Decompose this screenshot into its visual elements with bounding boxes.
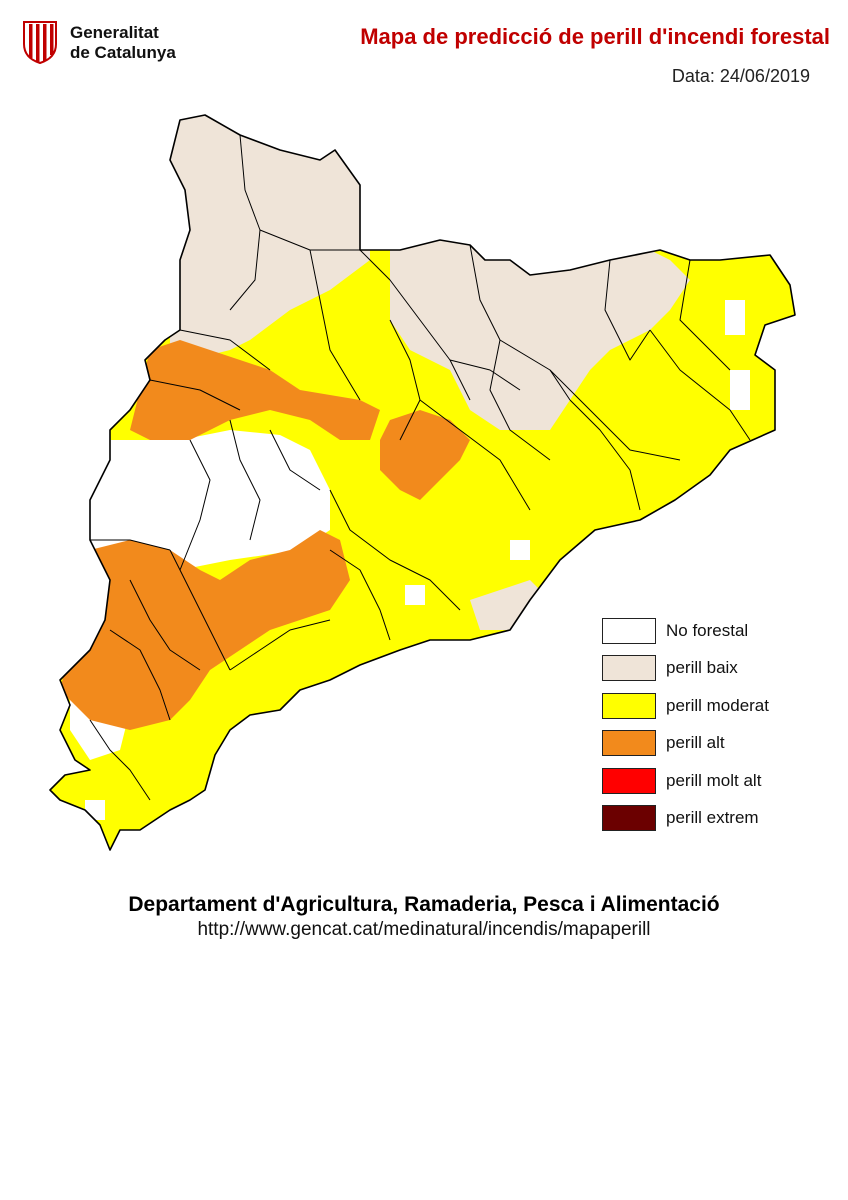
legend-label: perill extrem — [666, 808, 759, 828]
senyera-logo-icon — [23, 21, 57, 64]
logo-line-2: de Catalunya — [70, 43, 176, 62]
zone-alt-southwest — [60, 530, 350, 730]
zone-baix-northeast — [390, 240, 690, 430]
zone-no-forestal-west — [80, 430, 330, 580]
legend-swatch — [602, 692, 656, 719]
fire-risk-map — [49, 114, 796, 851]
legend-item-perill-baix: perill baix — [602, 650, 832, 688]
legend-label: No forestal — [666, 620, 749, 640]
logo-line-1: Generalitat — [70, 23, 159, 42]
legend-label: perill baix — [666, 658, 738, 678]
legend-swatch — [602, 655, 656, 682]
zone-no-forestal-cell-5 — [510, 540, 530, 560]
zone-no-forestal-cell-4 — [730, 370, 750, 410]
legend-label: perill alt — [666, 733, 725, 753]
zone-alt-center — [380, 410, 470, 500]
legend-item-perill-alt: perill alt — [602, 725, 832, 763]
zone-baix-north — [170, 115, 370, 360]
map-date: Data: 24/06/2019 — [671, 66, 810, 86]
legend-swatch — [602, 617, 656, 644]
legend-label: perill moderat — [666, 695, 769, 715]
legend-item-perill-moderat: perill moderat — [602, 687, 832, 725]
catalonia-outline — [49, 114, 796, 851]
legend-item-perill-extrem: perill extrem — [602, 800, 832, 838]
generalitat-logo: Generalitat de Catalunya — [22, 20, 202, 70]
legend-swatch — [602, 767, 656, 794]
zone-alt-west — [130, 340, 380, 440]
source-url[interactable]: http://www.gencat.cat/medinatural/incend… — [197, 919, 651, 940]
legend-swatch — [602, 805, 656, 832]
zone-no-forestal-cell-7 — [85, 800, 105, 820]
zone-no-forestal-cell-3 — [725, 300, 745, 335]
legend-label: perill molt alt — [666, 770, 762, 790]
legend-item-perill-molt-alt: perill molt alt — [602, 762, 832, 800]
map-legend: No forestal perill baix perill moderat p… — [602, 612, 832, 837]
department-name: Departament d'Agricultura, Ramaderia, Pe… — [128, 893, 720, 916]
legend-item-no-forestal: No forestal — [602, 612, 832, 650]
legend-swatch — [602, 730, 656, 757]
logo-text: Generalitat de Catalunya — [70, 23, 176, 63]
comarca-boundaries — [89, 134, 751, 801]
zone-no-forestal-cell-6 — [405, 585, 425, 605]
map-title: Mapa de predicció de perill d'incendi fo… — [360, 24, 830, 49]
